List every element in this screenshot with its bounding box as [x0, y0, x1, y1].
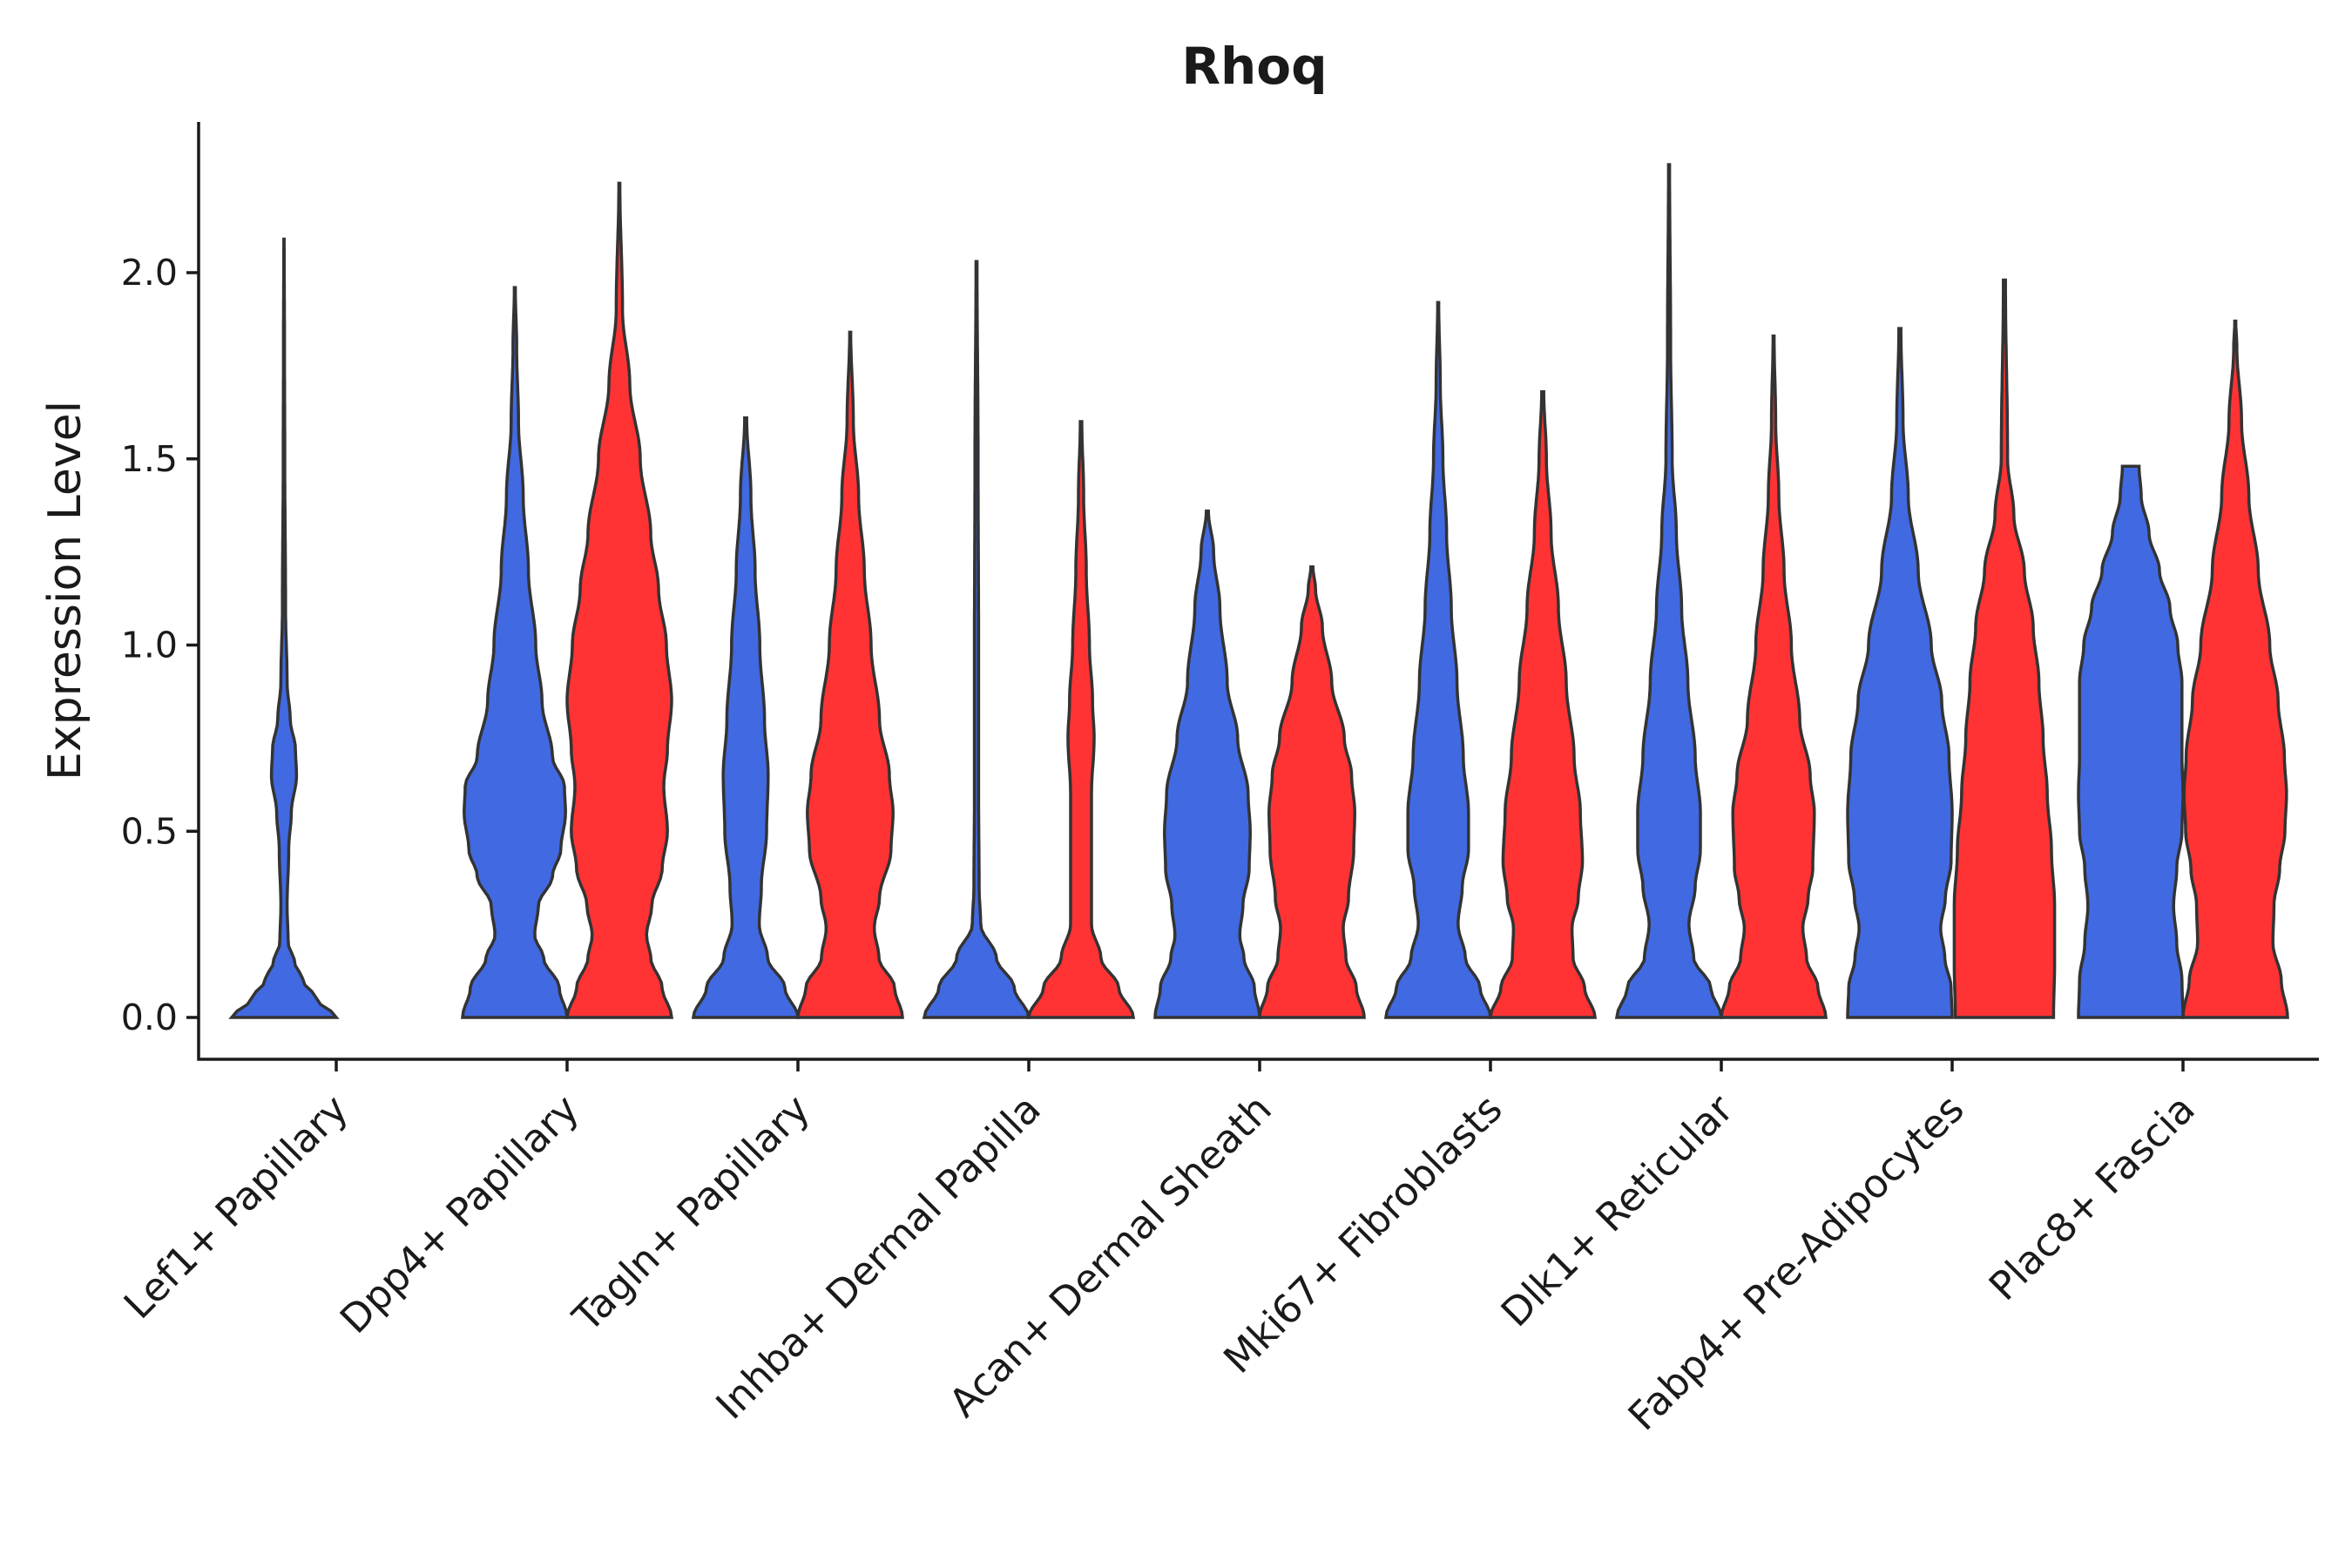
y-tick-label: 2.0 — [121, 252, 178, 294]
violin-group-2-dlk1-reticular — [1720, 334, 1828, 1019]
y-tick-label: 1.5 — [121, 438, 178, 480]
y-tick-label: 0.5 — [121, 810, 178, 852]
violin-group-2-plac8-fascia — [2181, 319, 2289, 1019]
y-axis-ticks: 0.0 0.5 1.0 1.5 2.0 — [121, 252, 199, 1038]
y-tick-label: 1.0 — [121, 625, 178, 666]
axes — [197, 122, 2319, 1061]
x-tick-label-tagln-papillary: Tagln+ Papillary — [564, 1085, 819, 1341]
violin-group-1-mki67-fibroblasts — [1383, 301, 1493, 1019]
axis-lines — [197, 122, 2319, 1061]
violins-layer — [228, 163, 2289, 1019]
x-tick-label-dpp4-papillary: Dpp4+ Papillary — [331, 1085, 588, 1342]
violin-group-2-tagln-papillary — [796, 330, 904, 1019]
violin-group-1-tagln-papillary — [691, 416, 801, 1019]
violin-group-1-dlk1-reticular — [1614, 163, 1724, 1019]
violin-group-2-dpp4-papillary — [564, 181, 674, 1019]
violin-group-1-plac8-fascia — [2077, 464, 2185, 1019]
y-tick-label: 0.0 — [121, 997, 178, 1038]
violin-group-1-acan-dermal-sheath — [1153, 509, 1261, 1019]
x-tick-label-plac8-fascia: Plac8+ Fascia — [1980, 1085, 2204, 1309]
violin-group-1-inhba-dermal-papilla — [922, 260, 1031, 1019]
violin-group-1-lef1-papillary — [228, 237, 340, 1019]
violin-group-2-mki67-fibroblasts — [1488, 390, 1598, 1019]
violin-group-2-inhba-dermal-papilla — [1026, 420, 1136, 1019]
x-tick-label-dlk1-reticular: Dlk1+ Reticular — [1492, 1085, 1742, 1335]
violin-group-1-dpp4-papillary — [461, 286, 569, 1019]
violin-group-2-acan-dermal-sheath — [1258, 564, 1366, 1019]
violin-group-1-fabp4-pre-adipocytes — [1846, 327, 1954, 1019]
chart-title: Rhoq — [1181, 37, 1327, 96]
violin-group-2-fabp4-pre-adipocytes — [1952, 278, 2057, 1019]
y-axis-label: Expression Level — [39, 401, 91, 781]
x-tick-label-lef1-papillary: Lef1+ Papillary — [115, 1085, 357, 1328]
